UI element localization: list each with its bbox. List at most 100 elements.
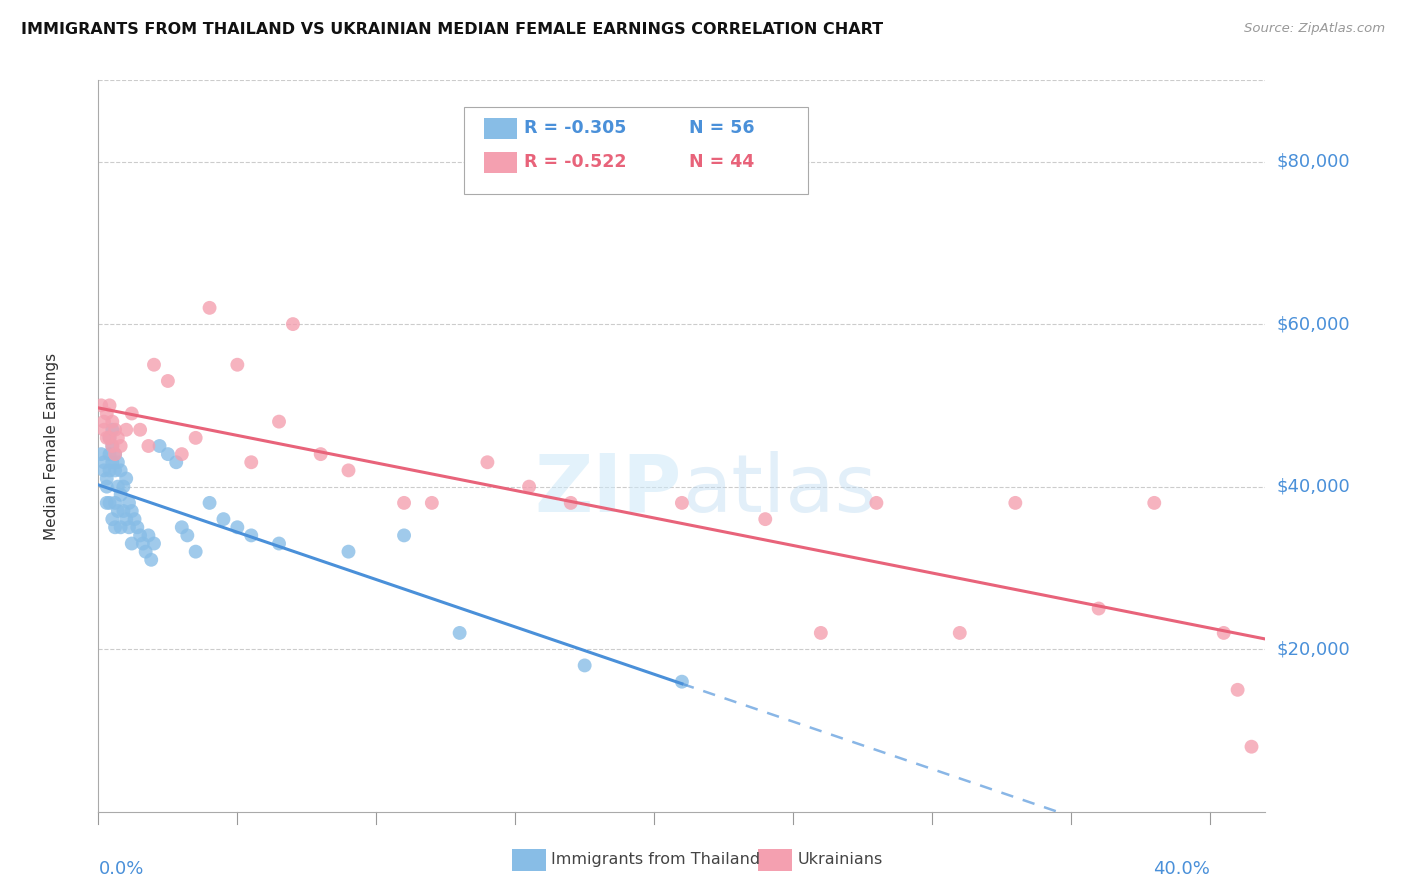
Point [560,496,582,510]
Point [98,496,121,510]
Point [124,512,146,526]
Point [129,528,152,542]
Point [337,463,360,477]
Point [96,407,118,421]
Point [98,398,121,412]
Point [671,496,693,510]
Point [226,520,249,534]
Text: Ukrainians: Ukrainians [797,853,883,867]
Point [129,423,152,437]
Point [121,504,143,518]
Point [118,520,141,534]
Point [96,431,118,445]
Point [392,496,415,510]
Text: Immigrants from Thailand: Immigrants from Thailand [551,853,761,867]
Point [148,439,170,453]
Point [267,415,290,429]
Point [574,658,596,673]
Point [132,536,155,550]
Point [118,496,141,510]
Point [184,544,207,558]
Point [141,553,163,567]
Text: R = -0.522: R = -0.522 [524,153,627,171]
Point [170,520,193,534]
Point [104,520,127,534]
Point [98,463,121,477]
Text: $20,000: $20,000 [1277,640,1350,658]
Point [198,301,221,315]
Point [754,512,776,526]
Point [110,520,132,534]
Point [93,415,115,429]
Point [101,439,124,453]
Point [810,626,832,640]
Point [138,439,160,453]
Point [98,431,121,445]
Point [107,455,129,469]
Point [121,536,143,550]
Text: N = 56: N = 56 [689,120,755,137]
Point [309,447,332,461]
Point [90,447,112,461]
Point [98,431,121,445]
Point [110,463,132,477]
Text: Median Female Earnings: Median Female Earnings [44,352,59,540]
Point [1004,496,1026,510]
Point [115,471,138,485]
Point [865,496,887,510]
Point [1143,496,1166,510]
Point [176,528,198,542]
Point [104,463,127,477]
Point [267,536,290,550]
Point [121,407,143,421]
Point [107,480,129,494]
Point [98,447,121,461]
Point [240,455,263,469]
Point [112,480,135,494]
Point [392,528,415,542]
Point [93,423,115,437]
Point [420,496,443,510]
Point [1087,601,1109,615]
Text: ZIP: ZIP [534,450,682,529]
Point [96,471,118,485]
Point [101,512,124,526]
Point [104,447,127,461]
Point [1226,682,1249,697]
Point [93,463,115,477]
Text: 0.0%: 0.0% [98,861,143,879]
Point [101,455,124,469]
Text: R = -0.305: R = -0.305 [524,120,627,137]
Point [1212,626,1234,640]
Point [138,528,160,542]
Text: 40.0%: 40.0% [1153,861,1209,879]
Point [107,431,129,445]
Point [115,512,138,526]
Text: Source: ZipAtlas.com: Source: ZipAtlas.com [1244,22,1385,36]
Point [477,455,499,469]
Text: atlas: atlas [682,450,876,529]
Point [449,626,471,640]
Point [143,358,166,372]
Point [226,358,249,372]
Point [281,317,304,331]
Point [96,496,118,510]
Point [240,528,263,542]
Point [1240,739,1263,754]
Point [115,423,138,437]
Point [112,504,135,518]
Point [104,496,127,510]
Point [110,488,132,502]
Point [127,520,149,534]
Point [671,674,693,689]
Point [198,496,221,510]
Point [101,415,124,429]
Point [184,431,207,445]
Point [165,455,187,469]
Point [212,512,235,526]
Point [143,536,166,550]
Point [104,447,127,461]
Point [104,423,127,437]
Text: $40,000: $40,000 [1277,477,1350,496]
Point [170,447,193,461]
